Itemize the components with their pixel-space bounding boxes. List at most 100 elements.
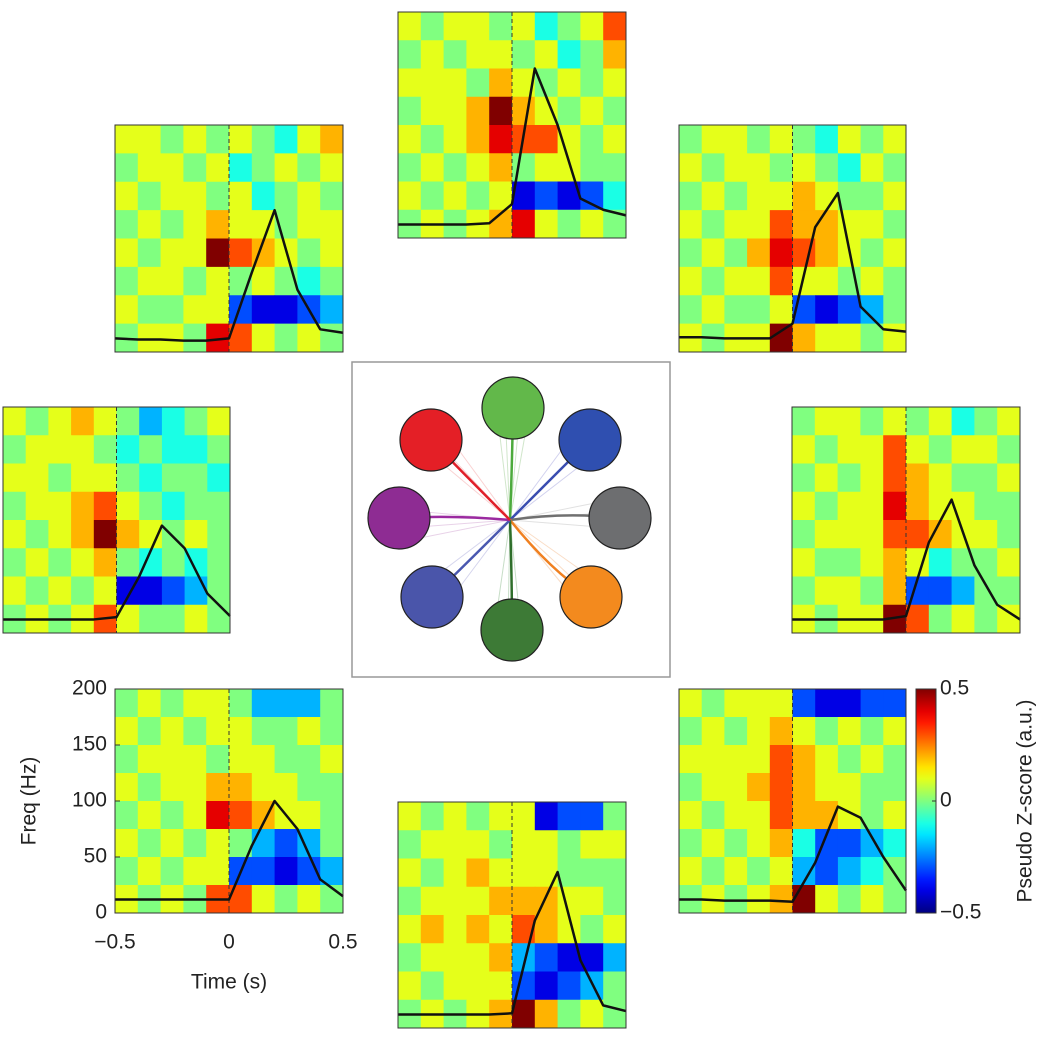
heatmap-cell [137,857,162,886]
heatmap-cell [814,576,839,606]
heatmap-cell [229,689,253,718]
heatmap-cell [883,576,907,606]
heatmap-cell [769,801,793,830]
heatmap-cell [3,520,27,549]
heatmap-cell [769,745,793,774]
heatmap-cell [837,435,861,464]
panel-frame [397,11,627,239]
heatmap-cell [443,68,467,98]
heatmap-cell [93,407,117,436]
y-tick-label: 150 [72,733,107,756]
heatmap-cell [297,857,321,886]
heatmap-cell [974,463,998,493]
heatmap-cell [860,773,884,802]
target [367,486,431,550]
heatmap-cell [93,576,117,606]
panel-frame [678,688,907,914]
heatmap-cell [769,885,793,914]
heatmap-cell [160,745,184,774]
heatmap-cell [116,435,140,464]
heatmap-cell [557,858,581,888]
heatmap-cell [184,548,208,577]
heatmap-cell [489,915,513,944]
heatmap-cell [814,463,839,493]
trace-line [792,498,1021,621]
heatmap-cell [580,96,604,126]
heatmap-cell [860,181,884,211]
heatmap-cell [837,717,862,746]
heatmap-cell [906,491,930,521]
heatmap-cell [139,548,163,577]
heatmap-cell [534,96,559,126]
heatmap-cell [25,435,49,464]
x-tick-label: 0.5 [328,931,357,954]
heatmap-cell [398,971,422,1001]
heatmap-cell [160,210,184,239]
heatmap-cell [466,915,490,944]
heatmap-cell [251,857,276,886]
heatmap-cell [251,266,276,296]
heatmap-cell [229,885,253,914]
heatmap-cell [116,604,140,634]
heatmap-cell [951,463,975,493]
heatmap-cell [512,96,536,126]
heatmap-cell [906,407,930,436]
heatmap-cell [320,829,344,858]
heatmap-cell [792,689,816,718]
heatmap-cell [701,266,725,296]
heatmap-cell [928,548,953,577]
heatmap-cell [534,915,559,944]
heatmap-cell [274,885,298,914]
heatmap-cell [603,68,627,98]
heatmap-cell [489,802,513,831]
heatmap-cell [974,520,998,549]
trace-line [679,805,908,904]
heatmap-cell [580,153,604,182]
heatmap-cell [580,181,604,211]
heatmap-cell [883,885,907,914]
heatmap-cell [580,12,604,41]
heatmap-cell [183,689,207,718]
heatmap-cell [251,801,276,830]
heatmap-cell [534,153,559,182]
heatmap-cell [443,943,467,972]
heatmap-cell [229,323,253,353]
heatmap-cell [466,68,490,98]
heatmap-cell [860,491,884,521]
heatmap-cell [724,210,748,239]
heatmap-cell [207,407,231,436]
heatmap-cell [71,407,95,436]
heatmap-cell [792,491,816,521]
heatmap-cell [3,548,27,577]
heatmap-cell [48,463,72,493]
heatmap-cell [974,604,998,634]
heatmap-cell [115,238,139,268]
heatmap-cell [71,491,95,521]
heatmap-cell [160,266,184,296]
heatmap-cell [769,181,793,211]
heatmap-cell [679,266,703,296]
heatmap-cell [603,153,627,182]
heatmap-cell [724,295,748,325]
heatmap-cell [137,717,162,746]
heatmap-cell [603,125,627,154]
heatmap-cell [769,238,793,268]
heatmap-cell [747,210,771,239]
heatmap-cell [837,520,861,549]
heatmap-cell [71,520,95,549]
heatmap-cell [420,886,445,916]
heatmap-cell [883,238,907,268]
heatmap-cell [274,717,298,746]
heatmap-cell [928,604,953,634]
heatmap-cell [679,153,703,183]
heatmap-cell [71,435,95,464]
heatmap-cell [3,407,27,436]
heatmap-cell [489,886,513,916]
heatmap-cell [297,745,321,774]
heatmap-cell [860,520,884,549]
heatmap-cell [206,745,230,774]
heatmap-cell [974,576,998,606]
heatmap-cell [815,323,839,353]
heatmap-cell [603,999,627,1029]
